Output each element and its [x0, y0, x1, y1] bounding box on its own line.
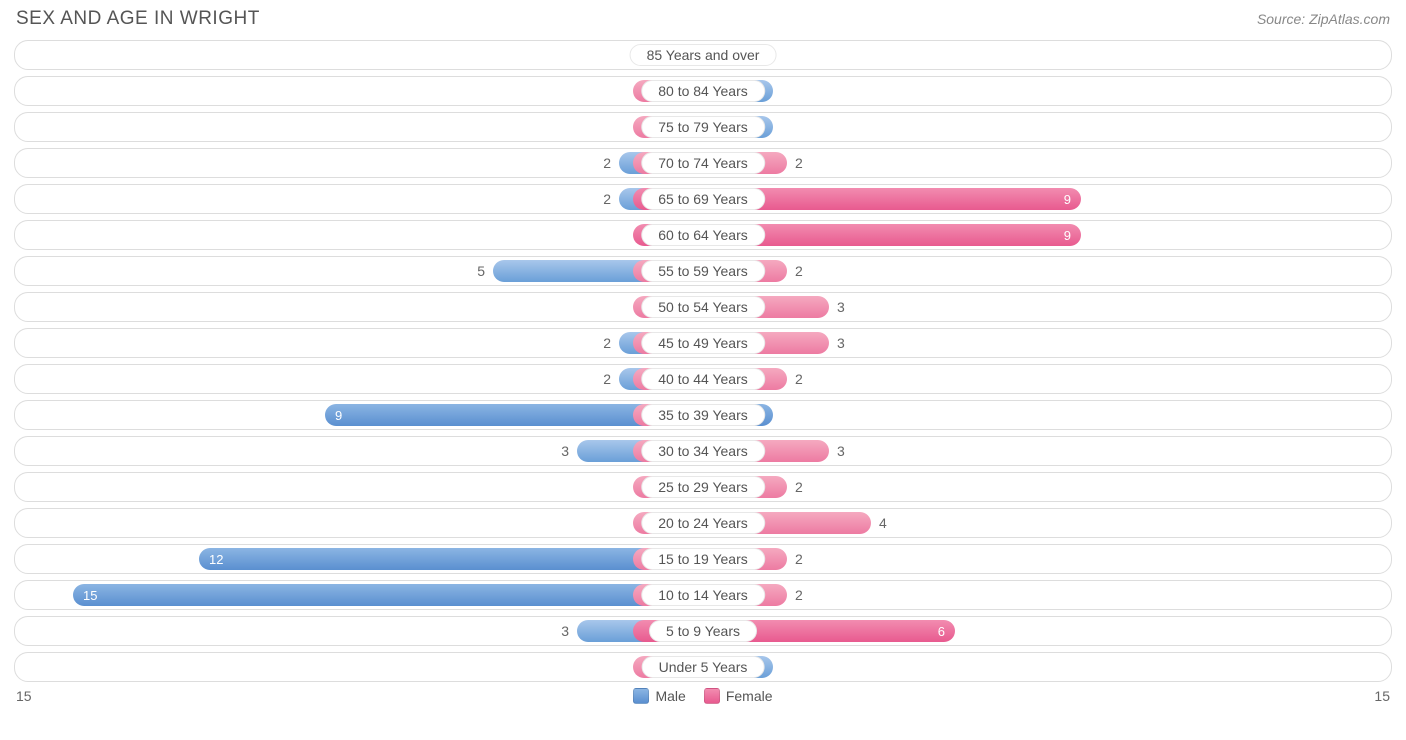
age-group-label: 10 to 14 Years	[641, 584, 765, 606]
age-group-label: 20 to 24 Years	[641, 512, 765, 534]
pyramid-row: 0085 Years and over	[14, 40, 1392, 70]
male-value-label: 3	[553, 623, 577, 639]
female-value-label: 2	[787, 155, 811, 171]
female-value-label: 2	[787, 551, 811, 567]
legend-label-male: Male	[655, 688, 685, 704]
pyramid-row: 3 6 5 to 9 Years	[14, 616, 1392, 646]
axis-max-left: 15	[16, 688, 32, 704]
female-value-in-bar: 9	[1064, 192, 1071, 207]
pyramid-row: 15 2 10 to 14 Years	[14, 580, 1392, 610]
age-group-label: 50 to 54 Years	[641, 296, 765, 318]
pyramid-row: 1080 to 84 Years	[14, 76, 1392, 106]
pyramid-row: 2 2 70 to 74 Years	[14, 148, 1392, 178]
female-value-label: 2	[787, 587, 811, 603]
female-value-label: 2	[787, 371, 811, 387]
female-value-label: 2	[787, 263, 811, 279]
pyramid-row: 3 3 30 to 34 Years	[14, 436, 1392, 466]
age-group-label: Under 5 Years	[642, 656, 765, 678]
population-pyramid-chart: 0085 Years and over 1080 to 84 Years 0175 …	[14, 40, 1392, 682]
chart-source: Source: ZipAtlas.com	[1257, 11, 1390, 27]
age-group-label: 65 to 69 Years	[641, 188, 765, 210]
age-group-label: 15 to 19 Years	[641, 548, 765, 570]
age-group-label: 45 to 49 Years	[641, 332, 765, 354]
age-group-label: 40 to 44 Years	[641, 368, 765, 390]
pyramid-row: 9135 to 39 Years	[14, 400, 1392, 430]
male-side: 15	[73, 584, 703, 606]
female-value-label: 3	[829, 299, 853, 315]
legend-item-male: Male	[633, 688, 685, 704]
chart-title: SEX AND AGE IN WRIGHT	[16, 8, 260, 30]
pyramid-row: 0225 to 29 Years	[14, 472, 1392, 502]
female-value-label: 4	[871, 515, 895, 531]
male-side: 12	[199, 548, 703, 570]
age-group-label: 30 to 34 Years	[641, 440, 765, 462]
male-value-label: 2	[595, 335, 619, 351]
age-group-label: 25 to 29 Years	[641, 476, 765, 498]
legend-swatch-female	[704, 688, 720, 704]
female-value-label: 3	[829, 335, 853, 351]
male-value-label: 2	[595, 191, 619, 207]
pyramid-row: 12 2 15 to 19 Years	[14, 544, 1392, 574]
pyramid-row: 00Under 5 Years	[14, 652, 1392, 682]
chart-footer: 15 Male Female 15	[14, 688, 1392, 704]
age-group-label: 55 to 59 Years	[641, 260, 765, 282]
female-value-label: 2	[787, 479, 811, 495]
age-group-label: 35 to 39 Years	[641, 404, 765, 426]
female-value-label: 3	[829, 443, 853, 459]
male-value-in-bar: 15	[83, 588, 97, 603]
legend-label-female: Female	[726, 688, 773, 704]
legend-item-female: Female	[704, 688, 773, 704]
age-group-label: 5 to 9 Years	[649, 620, 757, 642]
female-value-in-bar: 6	[938, 624, 945, 639]
male-value-label: 2	[595, 155, 619, 171]
age-group-label: 60 to 64 Years	[641, 224, 765, 246]
age-group-label: 70 to 74 Years	[641, 152, 765, 174]
age-group-label: 80 to 84 Years	[641, 80, 765, 102]
male-value-label: 3	[553, 443, 577, 459]
legend-swatch-male	[633, 688, 649, 704]
pyramid-row: 1420 to 24 Years	[14, 508, 1392, 538]
male-value-label: 2	[595, 371, 619, 387]
male-value-label: 5	[469, 263, 493, 279]
pyramid-row: 5 2 55 to 59 Years	[14, 256, 1392, 286]
male-value-in-bar: 9	[335, 408, 342, 423]
pyramid-row: 0960 to 64 Years	[14, 220, 1392, 250]
axis-max-right: 15	[1374, 688, 1390, 704]
pyramid-row: 1350 to 54 Years	[14, 292, 1392, 322]
chart-legend: Male Female	[633, 688, 772, 704]
female-value-in-bar: 9	[1064, 228, 1071, 243]
age-group-label: 75 to 79 Years	[641, 116, 765, 138]
pyramid-row: 2 2 40 to 44 Years	[14, 364, 1392, 394]
pyramid-row: 2 3 45 to 49 Years	[14, 328, 1392, 358]
pyramid-row: 2 9 65 to 69 Years	[14, 184, 1392, 214]
chart-header: SEX AND AGE IN WRIGHT Source: ZipAtlas.c…	[14, 8, 1392, 30]
male-value-in-bar: 12	[209, 552, 223, 567]
age-group-label: 85 Years and over	[630, 44, 777, 66]
pyramid-row: 0175 to 79 Years	[14, 112, 1392, 142]
